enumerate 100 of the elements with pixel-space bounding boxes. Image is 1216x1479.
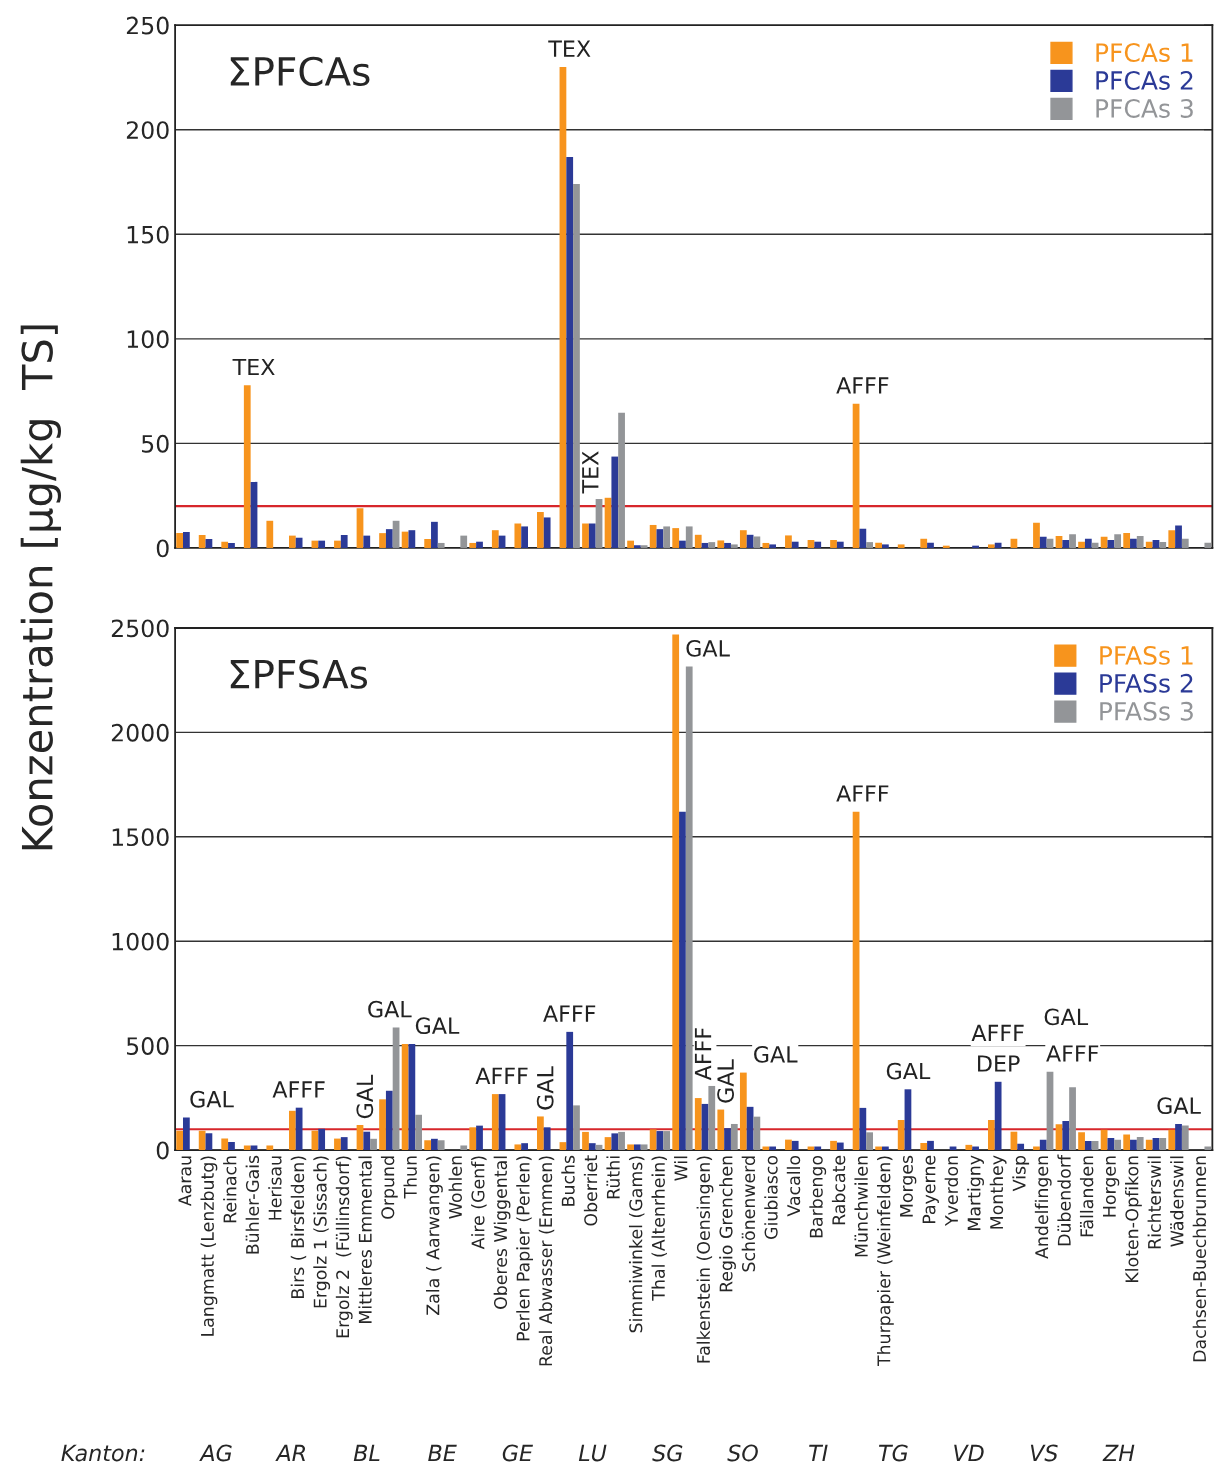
y-tick-label: 0	[156, 1141, 169, 1160]
bar	[288, 1110, 296, 1151]
text: AR	[275, 1444, 306, 1462]
x-tick-label: Kloten-Opfikon	[1125, 1156, 1142, 1282]
x-tick-label: Ergolz 2 (Füllinsdorf)	[335, 1156, 353, 1338]
bar	[460, 535, 468, 548]
bar	[537, 1116, 544, 1151]
bar	[288, 535, 296, 548]
bar	[385, 1090, 393, 1151]
bar	[1114, 534, 1122, 548]
bar	[1039, 536, 1047, 548]
y-tick-label: 2000	[111, 723, 169, 742]
bar	[228, 542, 235, 548]
bar	[730, 1123, 738, 1151]
bar	[566, 1031, 574, 1151]
text: Kanton:	[61, 1444, 145, 1462]
x-tick-label: Dübendorf	[1057, 1154, 1071, 1246]
x-tick-label: Martigny	[967, 1155, 984, 1230]
bar	[897, 1120, 905, 1151]
bar	[543, 1127, 551, 1151]
bar	[1145, 541, 1153, 548]
annotation: AFFF	[836, 785, 889, 802]
bar	[730, 544, 738, 548]
y-tick-label: 150	[127, 225, 169, 244]
x-tick-label: Ergolz 1 (Sissach)	[313, 1156, 331, 1308]
bar	[340, 535, 348, 548]
text: ΣPFSAs	[230, 659, 368, 689]
x-tick-label: Münchwilen	[854, 1156, 868, 1257]
bar	[243, 1145, 251, 1151]
bar	[431, 1138, 438, 1151]
bar	[785, 535, 792, 548]
annotation: GAL	[1044, 1008, 1089, 1026]
text: TG	[878, 1444, 908, 1462]
bar	[1114, 1139, 1122, 1151]
bar	[266, 1145, 274, 1151]
bar	[1017, 1143, 1025, 1151]
bar	[198, 1130, 206, 1151]
legend-label: PFASs 2	[1100, 673, 1193, 693]
legend-label: PFCAs 2	[1096, 71, 1193, 90]
bar	[176, 533, 183, 548]
annotation: AFFF	[543, 1005, 596, 1022]
bar	[866, 542, 873, 548]
bar	[836, 541, 844, 548]
x-tick-label: Richterswil	[1147, 1156, 1162, 1249]
text: VS	[1030, 1444, 1058, 1462]
bar	[633, 1144, 641, 1151]
bar	[769, 544, 777, 548]
text: SG	[652, 1444, 683, 1462]
bar	[205, 1133, 213, 1151]
annotation: AFFF	[272, 1081, 325, 1098]
bar	[1107, 1137, 1115, 1151]
bar	[334, 540, 341, 548]
bar	[370, 1138, 377, 1151]
bar	[415, 1114, 423, 1151]
bar	[618, 412, 625, 548]
y-tick-label: 1000	[112, 932, 169, 951]
bar	[1084, 1140, 1092, 1151]
bar	[927, 542, 934, 548]
bar	[521, 526, 528, 548]
bar	[476, 541, 483, 548]
bar	[920, 538, 928, 548]
annotation: AFFF	[694, 1028, 712, 1081]
bar	[431, 521, 438, 548]
x-tick-label: Payerne	[922, 1155, 939, 1224]
x-tick-label: Giubiasco	[764, 1155, 778, 1239]
x-tick-label: Rüthi	[606, 1156, 620, 1199]
annotation: AFFF	[836, 377, 889, 394]
bar	[543, 517, 551, 548]
x-tick-label: Yverdon	[944, 1156, 959, 1227]
bar	[830, 1140, 837, 1151]
bar	[656, 529, 664, 548]
bar	[685, 666, 693, 1151]
bar	[1078, 1132, 1085, 1151]
bar	[221, 1138, 229, 1151]
bar	[627, 1144, 634, 1151]
annotation: TEX	[548, 40, 591, 57]
annotation: TEX	[232, 358, 275, 376]
x-tick-label: Reinach	[223, 1156, 237, 1223]
x-tick-label: Barbengo	[809, 1155, 827, 1238]
x-tick-label: Wohlen	[448, 1156, 462, 1219]
bar	[183, 1117, 190, 1151]
bar	[866, 1132, 873, 1151]
bar	[627, 540, 634, 548]
bar	[814, 541, 822, 548]
x-tick-label: Perlen Papier (Perlen)	[516, 1156, 534, 1341]
bar	[1204, 542, 1212, 548]
annotation: GAL	[536, 1066, 554, 1110]
bar	[791, 1140, 799, 1151]
bar	[897, 544, 905, 548]
y-tick-label: 100	[127, 330, 169, 349]
bar	[573, 1105, 580, 1151]
annotation: AFFF	[475, 1067, 528, 1084]
bar	[340, 1137, 348, 1151]
bar	[1175, 1123, 1182, 1151]
legend-label: PFASs 3	[1100, 701, 1193, 721]
bar	[1145, 1139, 1153, 1151]
text: ΣPFCAs	[230, 56, 370, 87]
x-tick-label: Mittleres Emmental	[358, 1156, 372, 1323]
annotation: GAL	[415, 1017, 460, 1035]
x-tick-label: Visp	[1012, 1155, 1030, 1192]
